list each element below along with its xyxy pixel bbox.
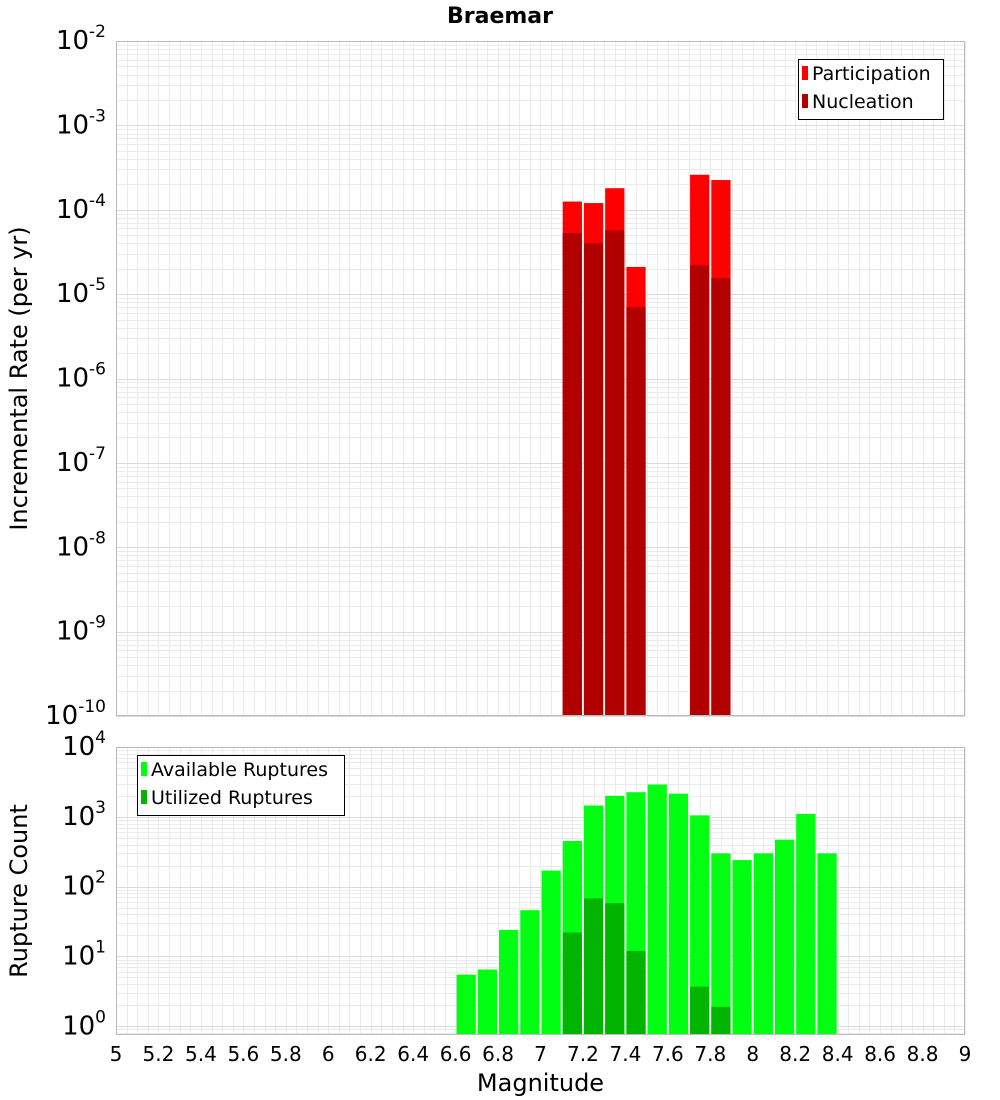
bar-available-ruptures [541,870,561,1035]
x-tick-label: 6 [322,1042,335,1066]
x-tick-label: 7.4 [609,1042,641,1066]
x-tick-label: 5.8 [270,1042,302,1066]
bar-available-ruptures [520,910,540,1035]
legend-swatch [141,762,147,776]
x-tick-label: 7.8 [694,1042,726,1066]
bar-available-ruptures [817,853,837,1035]
y-tick-label: 102 [62,868,106,902]
legend-box [798,59,944,120]
y-tick-label: 10-6 [56,360,106,394]
bar-utilized-ruptures [711,1006,731,1035]
x-tick-label: 8 [746,1042,759,1066]
legend-label: Nucleation [812,91,914,113]
x-tick-label: 5 [110,1042,123,1066]
bar-available-ruptures [774,839,795,1035]
bar-available-ruptures [499,929,519,1035]
bar-utilized-ruptures [562,932,582,1035]
bar-available-ruptures [477,969,498,1035]
y-tick-label: 100 [62,1007,106,1041]
bar-nucleation [605,230,625,716]
x-tick-label: 5.6 [227,1042,259,1066]
y-tick-label: 10-4 [56,191,106,225]
y-tick-label: 10-8 [56,528,106,562]
x-tick-label: 5.4 [185,1042,217,1066]
bar-utilized-ruptures [583,898,604,1035]
bar-available-ruptures [668,793,689,1035]
y-axis-title: Rupture Count [5,804,33,978]
legend-swatch [141,790,147,804]
legend-swatch [802,94,808,108]
y-tick-label: 10-2 [56,22,106,56]
y-axis-title: Incremental Rate (per yr) [5,226,33,530]
bar-nucleation [690,265,710,716]
x-tick-label: 5.2 [143,1042,175,1066]
y-tick-label: 10-9 [56,613,106,647]
y-tick-label: 104 [62,728,106,762]
bar-nucleation [562,233,582,716]
x-tick-label: 9 [959,1042,972,1066]
legend-box [137,755,345,816]
bar-nucleation [583,243,604,717]
grid-lines [116,41,966,717]
bar-nucleation [711,278,731,716]
bar-available-ruptures [690,815,710,1035]
x-tick-label: 8.6 [864,1042,896,1066]
y-tick-label: 101 [62,937,106,971]
x-tick-label: 7.6 [652,1042,684,1066]
bar-available-ruptures [456,974,476,1035]
bar-available-ruptures [711,853,731,1035]
x-tick-label: 8.8 [907,1042,939,1066]
bar-available-ruptures [647,784,667,1035]
legend-label: Utilized Ruptures [151,787,313,809]
chart-title: Braemar [447,4,553,29]
plot-frame [116,41,965,716]
bar-utilized-ruptures [690,986,710,1035]
x-tick-label: 8.2 [779,1042,811,1066]
bar-utilized-ruptures [626,950,646,1035]
x-tick-label: 6.6 [440,1042,472,1066]
x-tick-label: 6.4 [397,1042,429,1066]
bar-nucleation [626,307,646,716]
y-tick-label: 10-3 [56,106,106,140]
legend: Available Ruptures Utilized Ruptures [137,755,345,816]
y-tick-label: 10-7 [56,444,106,478]
series-nucleation [562,230,731,717]
x-tick-label: 6.2 [355,1042,387,1066]
x-tick-label: 6.8 [482,1042,514,1066]
legend-label: Available Ruptures [151,759,328,781]
y-tick-label: 10-5 [56,275,106,309]
x-axis-title: Magnitude [477,1069,604,1097]
x-tick-label: 7 [534,1042,547,1066]
series-utilized-ruptures [562,898,731,1035]
plot-frame [116,747,965,1035]
legend: Participation Nucleation [798,59,944,120]
bar-available-ruptures [796,813,816,1035]
bar-available-ruptures [732,860,752,1035]
y-tick-label: 10-10 [45,697,106,731]
bar-utilized-ruptures [605,903,625,1035]
x-tick-label: 7.2 [567,1042,599,1066]
legend-swatch [802,66,808,80]
y-tick-label: 103 [62,798,106,832]
legend-label: Participation [812,63,931,85]
x-tick-label: 8.4 [822,1042,854,1066]
bar-available-ruptures [753,853,773,1035]
